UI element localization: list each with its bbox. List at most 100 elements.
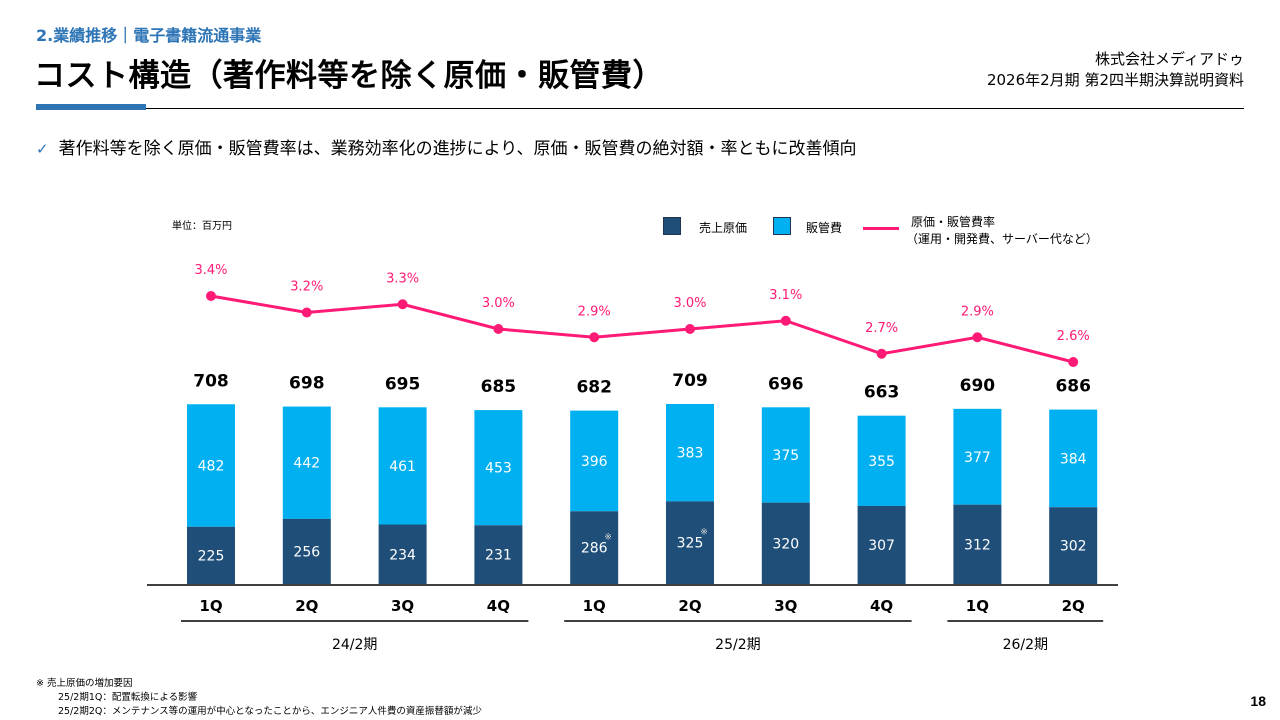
rate-point (206, 291, 216, 301)
bar-label-cost-of-sales: 302 (1060, 539, 1087, 555)
bar-total-label: 698 (289, 374, 325, 394)
header-divider-accent (36, 104, 146, 110)
bar-sga (378, 407, 427, 525)
bar-sga (187, 404, 235, 527)
rate-label: 3.3% (386, 271, 419, 286)
bar-label-cost-of-sales: 234 (389, 547, 416, 563)
bar-cost-of-sales (1049, 507, 1098, 584)
rate-label: 3.2% (290, 280, 323, 295)
page-number: 18 (1250, 693, 1266, 709)
bar-label-cost-of-sales: 325 (677, 536, 704, 552)
bar-label-cost-of-sales: 307 (868, 538, 895, 554)
footnote-title: ※ 売上原価の増加要因 (36, 678, 133, 689)
bar-label-cost-of-sales: 286 (581, 541, 608, 557)
bar-cost-of-sales (187, 526, 235, 584)
rate-point (589, 332, 600, 343)
footnote-marker: ※ (700, 528, 708, 538)
footnote-marker: ※ (604, 533, 612, 543)
bar-label-sga: 375 (772, 448, 799, 464)
unit-label: 単位：百万円 (172, 221, 232, 232)
summary-bullet: ✓ 著作料等を除く原価・販管費率は、業務効率化の進捗により、原価・販管費の絶対額・… (36, 134, 857, 159)
bar-sga (857, 415, 906, 506)
rate-line (210, 294, 1074, 364)
legend-label: 販管費 (806, 221, 843, 235)
bar-label-cost-of-sales: 256 (293, 544, 320, 560)
period-group-label: 24/2期 (332, 637, 377, 653)
rate-point (493, 324, 504, 334)
bar-sga (282, 406, 331, 519)
rate-point (780, 315, 791, 326)
bar-cost-of-sales (474, 525, 523, 584)
bar-sga (953, 408, 1002, 505)
header-divider (36, 108, 1244, 109)
bar-cost-of-sales (378, 524, 427, 584)
bar-total-label: 663 (864, 383, 900, 403)
x-tick-label: 4Q (870, 597, 893, 615)
x-tick-label: 4Q (487, 597, 510, 615)
legend-label-sub: （運用・開発費、サーバー代など） (906, 232, 1098, 246)
page-title: コスト構造（著作料等を除く原価・販管費） (34, 58, 664, 94)
bar-total-label: 685 (481, 377, 517, 397)
bar-sga (1049, 409, 1098, 508)
x-tick-label: 3Q (774, 597, 797, 615)
bar-label-cost-of-sales: 312 (964, 537, 991, 553)
bar-cost-of-sales (570, 511, 619, 584)
bar-cost-of-sales (282, 518, 331, 584)
company-info: 株式会社メディアドゥ 2026年2月期 第2四半期決算説明資料 (987, 49, 1244, 91)
rate-label: 3.1% (769, 288, 802, 303)
legend-label: 売上原価 (699, 221, 748, 235)
bar-sga (761, 407, 810, 503)
legend-swatch-cost-of-sales (663, 217, 681, 235)
bar-label-sga: 482 (198, 459, 225, 475)
bar-label-cost-of-sales: 225 (198, 548, 225, 564)
rate-label: 2.9% (578, 304, 611, 319)
bar-label-sga: 461 (389, 459, 416, 475)
bar-total-label: 695 (385, 374, 421, 394)
rate-point (685, 324, 695, 334)
x-tick-label: 2Q (678, 597, 701, 615)
rate-label: 2.7% (865, 321, 898, 336)
bar-label-sga: 383 (677, 446, 704, 462)
x-tick-label: 2Q (1062, 597, 1085, 615)
bar-total-label: 696 (768, 374, 804, 394)
x-tick-label: 1Q (199, 597, 222, 615)
legend-label: 原価・販管費率 (911, 215, 996, 229)
rate-label: 3.0% (673, 296, 706, 311)
bar-label-cost-of-sales: 320 (772, 536, 799, 552)
bar-total-label: 709 (672, 371, 708, 391)
footnote: ※ 売上原価の増加要因 25/2期1Q：配置転換による影響 25/2期2Q：メン… (36, 677, 482, 719)
rate-label: 2.6% (1057, 329, 1090, 344)
rate-point (301, 307, 312, 318)
bar-total-label: 682 (576, 378, 612, 398)
x-tick-label: 1Q (966, 597, 989, 615)
bar-total-label: 686 (1055, 377, 1091, 397)
bar-sga (570, 410, 619, 512)
x-tick-label: 1Q (583, 597, 606, 615)
x-tick-label: 2Q (295, 597, 318, 615)
company-name: 株式会社メディアドゥ (1095, 50, 1244, 68)
rate-point (972, 332, 983, 343)
bar-total-label: 708 (193, 371, 229, 391)
bar-label-sga: 377 (964, 450, 991, 466)
legend-line-rate (863, 227, 899, 230)
rate-label: 3.4% (194, 263, 227, 278)
x-tick-label: 3Q (391, 597, 414, 615)
rate-label: 2.9% (961, 304, 994, 319)
bar-cost-of-sales (953, 504, 1002, 584)
bar-cost-of-sales (761, 502, 810, 584)
checkmark-icon: ✓ (36, 140, 49, 158)
footnote-line: 25/2期2Q：メンテナンス等の運用が中心となったことから、エンジニア人件費の資… (58, 706, 482, 717)
rate-label: 3.0% (482, 296, 515, 311)
bar-sga (666, 404, 714, 502)
bar-cost-of-sales (857, 505, 906, 584)
bar-label-sga: 396 (581, 454, 608, 470)
bar-label-sga: 355 (868, 454, 895, 470)
period-group-label: 25/2期 (715, 637, 760, 653)
rate-point (876, 348, 887, 359)
bar-label-sga: 384 (1060, 451, 1087, 467)
rate-point (397, 299, 408, 310)
bar-label-sga: 453 (485, 461, 512, 477)
bar-sga (474, 410, 523, 526)
document-name: 2026年2月期 第2四半期決算説明資料 (986, 71, 1244, 89)
